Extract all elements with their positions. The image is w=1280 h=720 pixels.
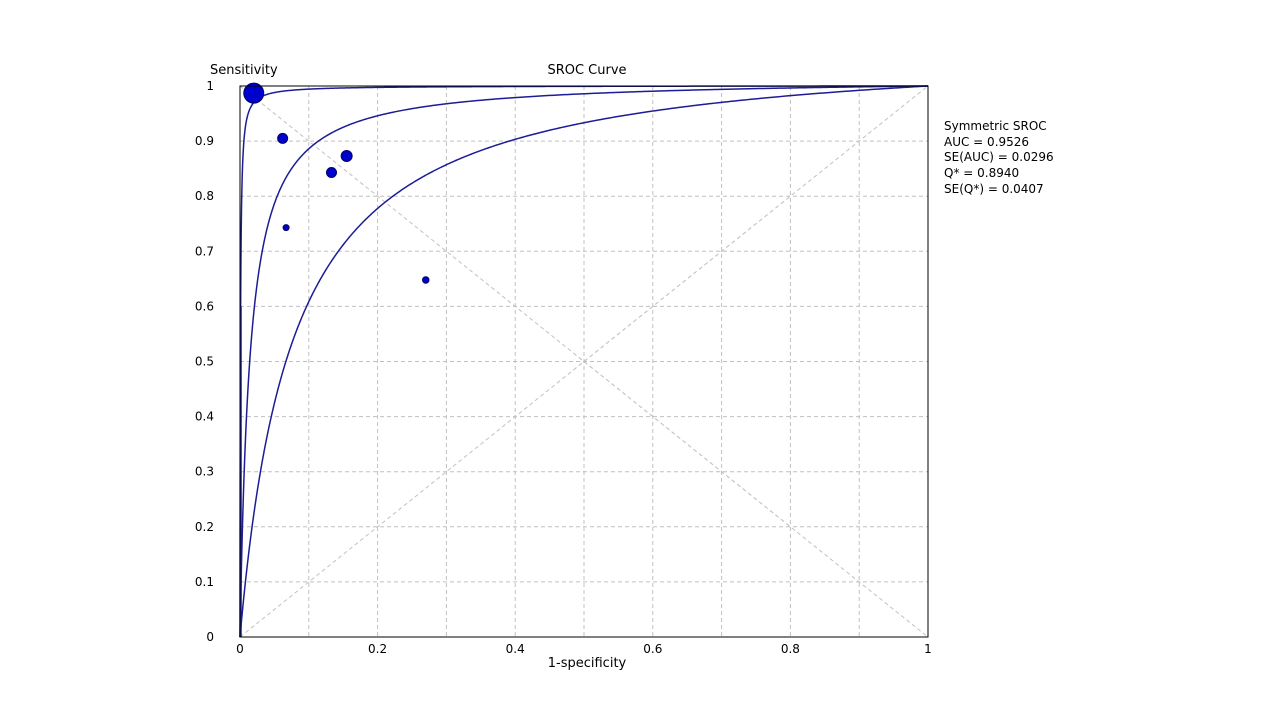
y-tick-labels: 0 0.1 0.2 0.3 0.4 0.5 0.6 0.7 0.8 0.9 1 [195,79,214,644]
grid-lines [240,86,928,637]
study-point [243,82,265,104]
y-tick-label: 1 [206,79,214,93]
x-tick-label: 0.8 [781,642,800,656]
plot-frame [239,85,929,638]
stats-q-star: Q* = 0.8940 [944,166,1019,180]
stats-se-q-star: SE(Q*) = 0.0407 [944,182,1044,196]
y-tick-label: 0.4 [195,410,214,424]
y-tick-label: 0 [206,630,214,644]
y-tick-label: 0.6 [195,299,214,313]
x-tick-label: 1 [924,642,932,656]
stats-se-auc: SE(AUC) = 0.0296 [944,150,1054,164]
study-point [422,276,430,284]
study-point [340,149,353,162]
stats-box: Symmetric SROC AUC = 0.9526 SE(AUC) = 0.… [944,119,1054,196]
sroc-curve-lower [239,85,929,638]
study-point [326,167,338,179]
y-tick-label: 0.2 [195,520,214,534]
y-axis-label: Sensitivity [210,63,278,78]
stats-auc: AUC = 0.9526 [944,135,1029,149]
y-tick-label: 0.5 [195,355,214,369]
y-tick-label: 0.1 [195,575,214,589]
study-points [243,82,430,284]
x-tick-labels: 0 0.2 0.4 0.6 0.8 1 [236,642,932,656]
study-point [282,224,290,232]
x-axis-label: 1-specificity [548,656,627,671]
sroc-curve-sroc [239,85,929,637]
x-tick-label: 0.2 [368,642,387,656]
x-tick-label: 0.6 [643,642,662,656]
y-tick-label: 0.8 [195,189,214,203]
y-tick-label: 0.7 [195,244,214,258]
chart-title: SROC Curve [547,63,626,78]
study-point [277,132,289,144]
stats-heading: Symmetric SROC [944,119,1047,133]
x-tick-label: 0 [236,642,244,656]
y-tick-label: 0.3 [195,465,214,479]
y-tick-label: 0.9 [195,134,214,148]
x-tick-label: 0.4 [506,642,525,656]
